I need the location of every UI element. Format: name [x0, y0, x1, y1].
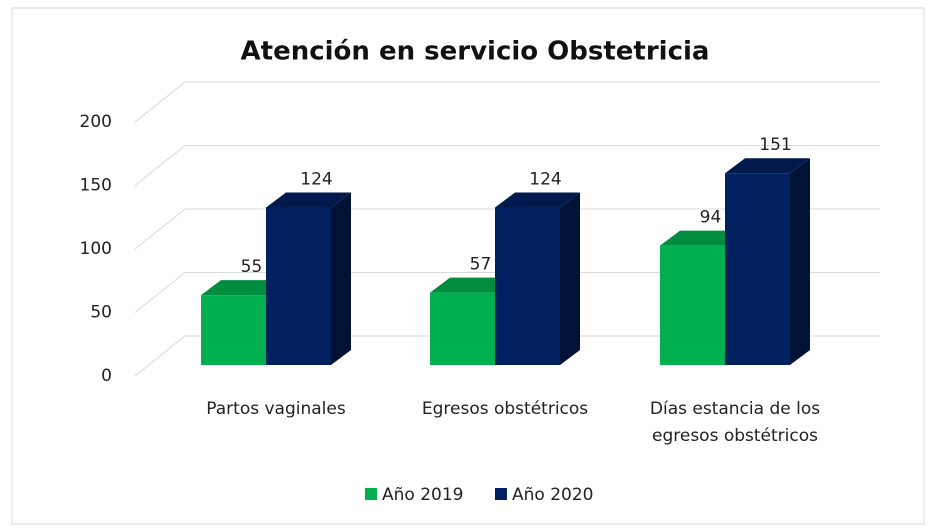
y-tick-label: 0	[101, 366, 112, 386]
bar-top	[495, 192, 580, 208]
legend-label: Año 2020	[512, 485, 593, 505]
y-tick-label: 150	[80, 176, 112, 196]
bar-side	[560, 192, 580, 365]
data-label: 57	[470, 255, 492, 275]
data-label: 94	[700, 208, 722, 228]
legend-label: Año 2019	[382, 485, 463, 505]
chart-title: Atención en servicio Obstetricia	[241, 37, 710, 67]
bar-top	[725, 158, 810, 174]
bar-top	[266, 192, 351, 208]
data-label: 124	[529, 170, 561, 190]
grid-line	[134, 145, 880, 186]
x-tick-label: Partos vaginales	[206, 399, 346, 419]
y-tick-label: 200	[80, 112, 112, 132]
y-tick-label: 50	[90, 303, 112, 323]
grid-line	[134, 81, 880, 123]
bar	[266, 207, 331, 365]
bar	[430, 292, 495, 365]
bar-side	[790, 158, 810, 365]
grid-line	[134, 208, 880, 250]
bar-side	[331, 192, 351, 365]
bar-top	[201, 280, 286, 296]
grid-line	[134, 272, 880, 313]
bar	[660, 245, 725, 365]
bar-top	[660, 230, 745, 246]
legend-swatch	[495, 488, 507, 500]
data-label: 55	[241, 257, 263, 277]
grid-line	[134, 335, 880, 377]
bar	[725, 173, 790, 365]
x-tick-label: Egresos obstétricos	[421, 399, 589, 419]
bar-top	[430, 277, 515, 293]
y-tick-label: 100	[80, 239, 112, 259]
x-tick-label: Días estancia de los egresos obstétricos	[649, 399, 821, 446]
bar	[495, 207, 560, 365]
bar	[201, 295, 266, 365]
data-label: 124	[300, 170, 332, 190]
data-label: 151	[759, 135, 791, 155]
legend-swatch	[365, 488, 377, 500]
